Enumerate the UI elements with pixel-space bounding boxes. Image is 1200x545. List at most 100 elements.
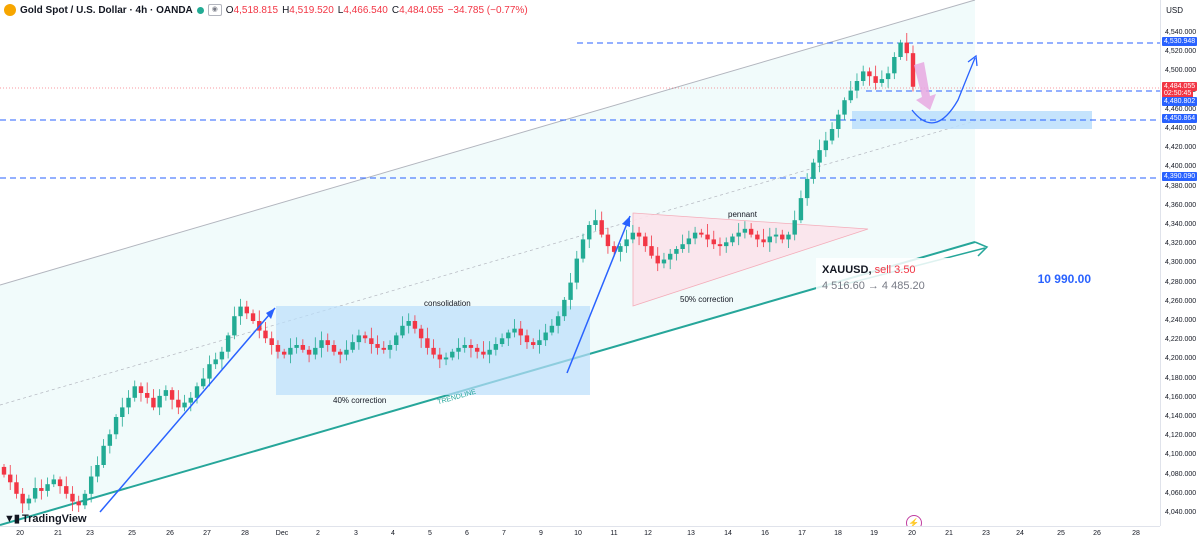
candle-body — [549, 325, 555, 333]
candle-body — [792, 220, 797, 235]
candle-body — [51, 479, 57, 485]
time-tick: 11 — [610, 530, 618, 537]
market-open-icon — [196, 6, 204, 14]
time-tick: Dec — [275, 530, 289, 537]
price-tick: 4,080.000 — [1165, 470, 1197, 478]
candle-body — [57, 479, 63, 487]
candle-body — [661, 259, 667, 264]
candle-body — [188, 397, 193, 403]
consolidation-label: consolidation — [424, 299, 471, 308]
time-tick: 10 — [574, 530, 582, 537]
candle-body — [885, 73, 891, 80]
price-tag[interactable]: 4,450.864 — [1162, 114, 1198, 124]
time-tick: 25 — [1057, 530, 1065, 537]
candle-body — [338, 351, 343, 355]
time-tick: 7 — [502, 530, 506, 537]
candle-body — [630, 232, 636, 240]
candle-body — [344, 349, 349, 355]
tradingview-logo[interactable]: ▼▮ TradingView — [4, 512, 87, 526]
candle-body — [543, 332, 548, 341]
eye-icon[interactable]: ◉ — [207, 4, 222, 16]
candle-body — [163, 390, 169, 396]
candle-body — [362, 335, 368, 339]
candle-body — [867, 71, 872, 77]
candle-body — [39, 488, 44, 491]
candle-body — [786, 234, 791, 240]
candle-body — [804, 178, 810, 199]
price-tag[interactable]: 4,390.090 — [1162, 172, 1198, 182]
price-tag[interactable]: 4,484.055 — [1162, 82, 1198, 92]
price-tick: 4,040.000 — [1165, 509, 1197, 516]
candle-body — [456, 347, 461, 352]
candle-body — [587, 225, 592, 240]
candle-body — [238, 306, 243, 317]
time-tick: 6 — [465, 530, 469, 537]
candle-body — [481, 351, 486, 355]
candle-body — [207, 364, 212, 379]
time-tick: 18 — [834, 530, 842, 537]
price-tick: 4,520.000 — [1165, 48, 1197, 56]
candle-body — [842, 100, 847, 115]
channel-upper-line[interactable] — [0, 0, 976, 286]
impulse-arrow-2[interactable] — [566, 215, 631, 374]
price-tick: 4,260.000 — [1165, 297, 1197, 305]
price-tag[interactable]: 4,480.802 — [1162, 97, 1198, 107]
candle-body — [512, 328, 517, 333]
time-axis[interactable]: 20 21 23 25 26 27 28 Dec 2 3 4 5 6 7 9 10 11 12 13 14 16 17 18… — [0, 526, 1160, 545]
candle-body — [70, 493, 75, 502]
candle-body — [306, 349, 312, 355]
candle-body — [811, 162, 816, 179]
price-tick: 4,360.000 — [1165, 201, 1197, 209]
up-projection-arrow-head — [967, 54, 978, 67]
candle-body — [618, 246, 623, 252]
price-tick: 4,180.000 — [1165, 374, 1197, 382]
candle-body — [219, 351, 225, 360]
candle-body — [836, 114, 841, 129]
trade-info-box[interactable]: XAUUSD, sell 3.50 4 516.60 → 4 485.20 10… — [816, 258, 1101, 298]
time-tick: 12 — [644, 530, 652, 537]
time-tick: 20 — [16, 530, 24, 537]
candle-body — [64, 486, 69, 494]
candle-body — [213, 359, 218, 365]
price-tick: 4,140.000 — [1165, 413, 1197, 420]
up-projection-arrow[interactable] — [911, 57, 976, 124]
impulse-arrow-1[interactable] — [99, 307, 276, 513]
price-tag[interactable]: 02:50:45 — [1162, 89, 1194, 99]
pennant-triangle[interactable] — [632, 212, 869, 307]
candle-body — [194, 386, 200, 398]
candle-body — [275, 345, 281, 352]
candle-body — [823, 140, 829, 151]
candle-body — [138, 386, 144, 393]
candle-body — [493, 344, 499, 350]
price-chart[interactable] — [0, 0, 1160, 526]
price-tick: 4,460.000 — [1165, 105, 1197, 113]
candle-body — [8, 474, 13, 483]
candle-body — [26, 498, 32, 504]
time-tick: 16 — [761, 530, 769, 537]
time-tick: 4 — [391, 530, 395, 537]
candle-body — [817, 150, 822, 163]
chart-area[interactable]: Gold Spot / U.S. Dollar · 4h · OANDA ◉ O… — [0, 0, 1160, 531]
candle-body — [88, 476, 94, 494]
price-axis[interactable]: USD 4,540.0004,520.0004,500.0004,480.000… — [1160, 0, 1200, 526]
price-tick: 4,120.000 — [1165, 432, 1197, 440]
candle-body — [636, 232, 642, 237]
time-tick: 3 — [354, 530, 358, 537]
candle-body — [45, 484, 50, 491]
candle-body — [742, 228, 748, 233]
ohlc-close: C4,484.055 — [391, 4, 444, 16]
time-tick: 28 — [241, 530, 249, 537]
candle-body — [736, 232, 741, 237]
symbol-title[interactable]: Gold Spot / U.S. Dollar · 4h · OANDA — [20, 4, 193, 16]
candle-body — [711, 239, 716, 245]
currency-label[interactable]: USD — [1166, 6, 1183, 15]
candle-body — [331, 345, 337, 352]
price-tick: 4,240.000 — [1165, 317, 1197, 324]
candle-body — [643, 236, 648, 247]
candle-body — [101, 445, 106, 465]
candle-body — [82, 493, 88, 506]
candle-body — [761, 239, 766, 243]
down-projection-arrow[interactable] — [914, 62, 936, 110]
channel-fill — [0, 0, 975, 525]
price-tag[interactable]: 4,530.948 — [1162, 37, 1198, 47]
